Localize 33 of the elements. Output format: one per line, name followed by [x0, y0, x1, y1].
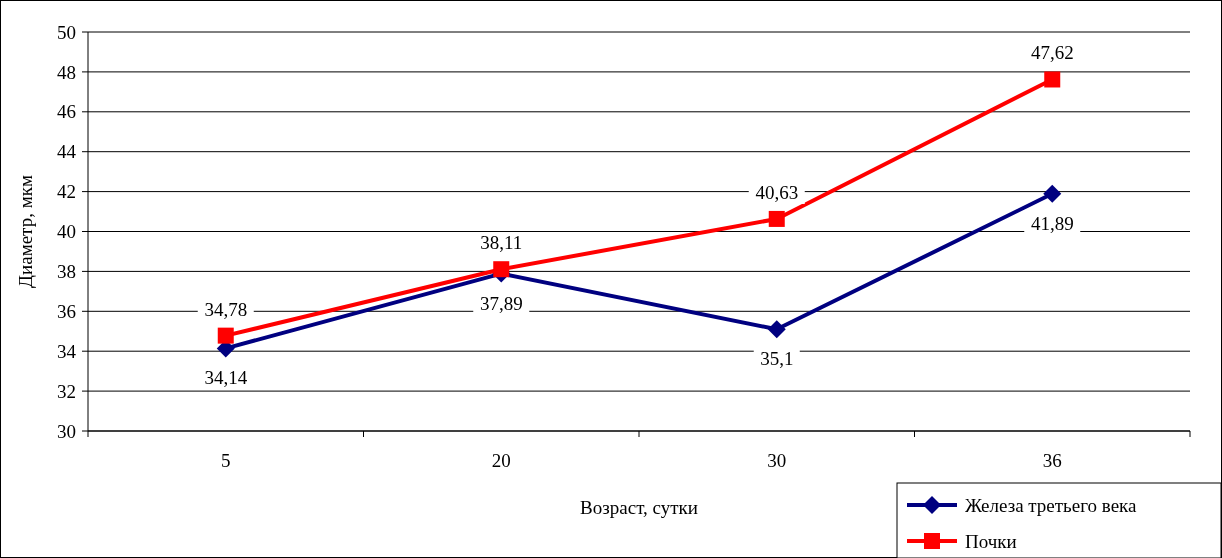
y-tick-label: 42: [57, 181, 76, 203]
data-label: 34,14: [204, 367, 248, 389]
point: [1044, 71, 1061, 88]
y-tick-label: 30: [57, 420, 76, 442]
y-tick-label: 50: [57, 21, 76, 43]
data-label: 40,63: [755, 181, 799, 203]
y-tick-label: 36: [57, 300, 76, 322]
data-label: 35,1: [760, 348, 794, 370]
legend-label: Железа третьего века: [965, 494, 1137, 516]
legend-label: Почки: [965, 530, 1017, 552]
x-tick-label: 36: [1042, 450, 1062, 471]
x-tick-label: 20: [491, 450, 511, 471]
data-label: 34,78: [204, 298, 248, 320]
x-tick-label: 5: [221, 450, 231, 471]
y-tick-label: 32: [57, 380, 76, 402]
y-tick-label: 48: [57, 61, 76, 83]
data-label: 47,62: [1030, 42, 1074, 64]
point: [1043, 184, 1062, 203]
y-tick-label: 40: [57, 221, 76, 243]
x-axis-title: Возраст, сутки: [580, 497, 698, 518]
y-tick-label: 44: [57, 141, 77, 163]
data-label: 38,11: [480, 232, 523, 254]
y-tick-label: 46: [57, 101, 76, 123]
point: [217, 327, 234, 344]
point: [767, 320, 786, 339]
y-axis-title: Диаметр, мкм: [15, 175, 36, 288]
point: [768, 210, 785, 227]
x-tick-label: 30: [767, 450, 787, 471]
data-label: 37,89: [479, 292, 523, 314]
y-tick-label: 38: [57, 261, 76, 283]
point: [493, 261, 510, 278]
data-label: 41,89: [1030, 212, 1074, 234]
y-tick-label: 34: [57, 340, 77, 362]
